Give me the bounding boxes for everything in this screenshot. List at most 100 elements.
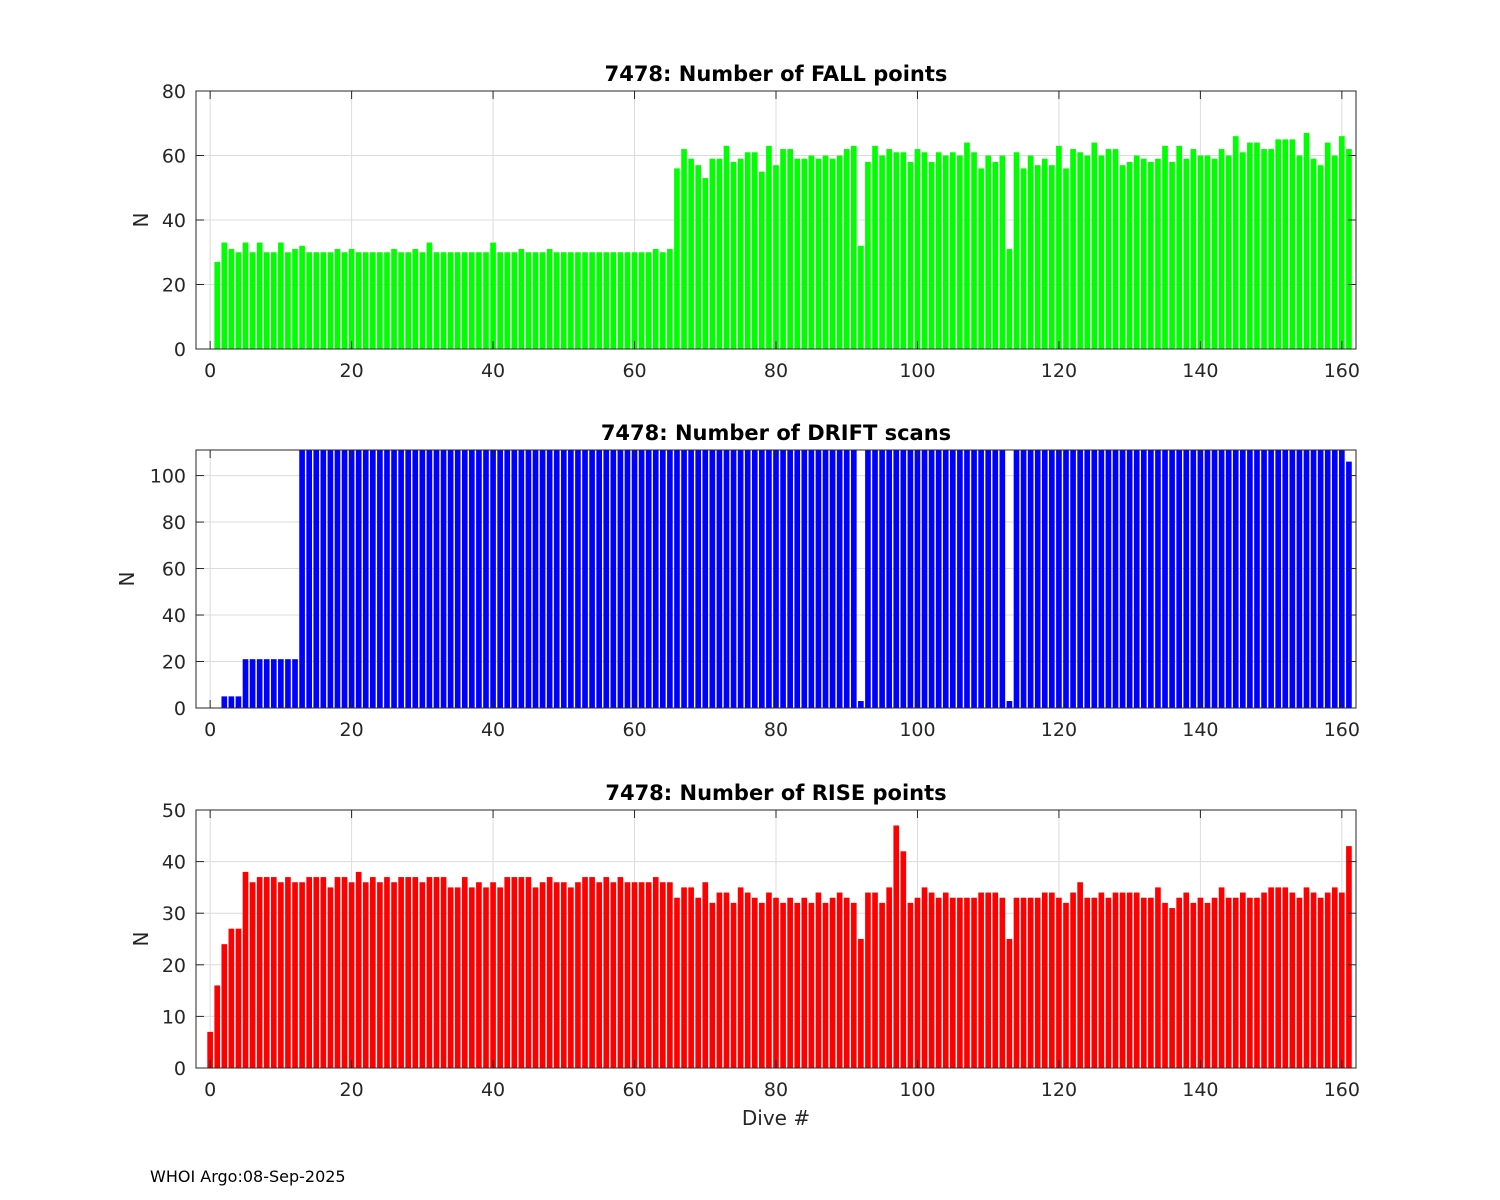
fall-bar-dive-47 (539, 252, 546, 349)
rise-bar-dive-19 (341, 877, 348, 1068)
drift-bar-dive-120 (1056, 450, 1062, 708)
drift-bar-dive-8 (263, 659, 270, 708)
rise-bar-dive-108 (971, 897, 977, 1068)
rise-bar-dive-81 (780, 902, 786, 1068)
rise-bar-dive-36 (461, 877, 468, 1068)
fall-bar-dive-143 (1218, 149, 1225, 349)
rise-bar-dive-33 (440, 877, 447, 1068)
drift-bar-dive-134 (1155, 450, 1161, 708)
rise-bar-dive-88 (829, 897, 836, 1068)
y-tick-label: 40 (162, 852, 186, 874)
fall-bar-dive-148 (1254, 142, 1260, 349)
x-tick-label: 40 (481, 1079, 505, 1101)
rise-bar-dive-111 (992, 892, 999, 1068)
drift-bar-dive-3 (228, 696, 235, 708)
drift-bar-dive-54 (589, 450, 595, 708)
drift-bar-dive-92 (858, 701, 864, 708)
rise-bar-dive-141 (1204, 902, 1211, 1068)
rise-bar-dive-56 (603, 877, 610, 1068)
rise-bar-dive-134 (1155, 887, 1161, 1068)
fall-bar-dive-93 (865, 161, 871, 349)
drift-bar-dive-69 (695, 450, 702, 708)
drift-bar-dive-127 (1105, 450, 1112, 708)
rise-bar-dive-82 (787, 897, 793, 1068)
rise-bar-dive-59 (624, 882, 631, 1068)
rise-bar-dive-66 (674, 897, 680, 1068)
rise-bar-dive-46 (532, 887, 539, 1068)
fall-bar-dive-6 (249, 252, 256, 349)
drift-bar-dive-130 (1126, 450, 1133, 708)
fall-bar-dive-72 (716, 158, 723, 349)
fall-bar-dive-67 (681, 149, 687, 349)
rise-bar-dive-109 (978, 892, 984, 1068)
drift-bar-dive-89 (836, 450, 843, 708)
drift-bar-dive-55 (596, 450, 602, 708)
drift-bar-dive-118 (1041, 450, 1048, 708)
y-tick-label: 20 (162, 652, 186, 674)
fall-bar-dive-62 (645, 252, 652, 349)
drift-bar-dive-138 (1183, 450, 1190, 708)
rise-bar-dive-135 (1162, 902, 1168, 1068)
drift-bar-dive-126 (1098, 450, 1105, 708)
fall-bar-dive-104 (942, 155, 949, 349)
rise-bar-dive-119 (1049, 892, 1055, 1068)
fall-bar-dive-144 (1225, 155, 1232, 349)
x-tick-label: 140 (1182, 719, 1218, 741)
fall-bar-dive-82 (787, 149, 793, 349)
fall-bar-dive-26 (391, 249, 397, 349)
drift-bar-dive-46 (532, 450, 539, 708)
drift-bar-dive-4 (235, 696, 242, 708)
fall-bar-dive-150 (1268, 149, 1274, 349)
fall-bar-dive-155 (1303, 132, 1310, 349)
rise-bar-dive-12 (292, 882, 298, 1068)
rise-bar-dive-10 (278, 882, 284, 1068)
rise-bars (207, 825, 1352, 1068)
drift-bar-dive-87 (822, 450, 829, 708)
fall-bar-dive-20 (348, 249, 355, 349)
drift-bar-dive-91 (850, 450, 857, 708)
drift-bar-dive-78 (759, 450, 765, 708)
drift-bar-dive-37 (469, 450, 475, 708)
rise-bar-dive-18 (334, 877, 341, 1068)
rise-bar-dive-3 (228, 928, 235, 1068)
fall-bar-dive-136 (1169, 161, 1175, 349)
fall-bar-dive-1 (214, 261, 221, 349)
fall-bar-dive-55 (596, 252, 602, 349)
drift-bar-dive-135 (1162, 450, 1168, 708)
drift-bar-dive-122 (1070, 450, 1076, 708)
fall-bar-dive-122 (1070, 149, 1076, 349)
drift-bar-dive-53 (582, 450, 588, 708)
fall-bar-dive-146 (1240, 152, 1246, 349)
rise-bar-dive-48 (546, 877, 553, 1068)
rise-bar-dive-63 (652, 877, 659, 1068)
drift-bar-dive-66 (674, 450, 680, 708)
drift-bar-dive-82 (787, 450, 793, 708)
drift-bar-dive-6 (249, 659, 256, 708)
drift-bar-dive-73 (723, 450, 730, 708)
drift-bar-dive-86 (815, 450, 822, 708)
drift-bar-dive-116 (1027, 450, 1034, 708)
x-tick-label: 140 (1182, 1079, 1218, 1101)
fall-bar-dive-159 (1331, 155, 1338, 349)
drift-bar-dive-110 (985, 450, 992, 708)
rise-bar-dive-104 (942, 892, 949, 1068)
rise-bar-dive-76 (744, 892, 751, 1068)
rise-bar-dive-139 (1190, 902, 1197, 1068)
fall-bar-dive-59 (624, 252, 631, 349)
rise-bar-dive-85 (808, 902, 815, 1068)
rise-bar-dive-133 (1148, 897, 1154, 1068)
fall-bar-dive-49 (553, 252, 560, 349)
drift-bar-dive-88 (829, 450, 836, 708)
x-tick-label: 100 (899, 719, 935, 741)
fall-bar-dive-45 (525, 252, 532, 349)
rise-bar-dive-44 (518, 877, 525, 1068)
drift-bar-dive-51 (568, 450, 574, 708)
rise-bar-dive-64 (660, 882, 666, 1068)
fall-bar-dive-88 (829, 158, 836, 349)
fall-bar-dive-85 (808, 155, 815, 349)
rise-bar-dive-23 (370, 877, 376, 1068)
rise-bar-dive-57 (610, 882, 617, 1068)
drift-bar-dive-18 (334, 450, 341, 708)
drift-bar-dive-70 (702, 450, 709, 708)
rise-bar-dive-94 (872, 892, 878, 1068)
